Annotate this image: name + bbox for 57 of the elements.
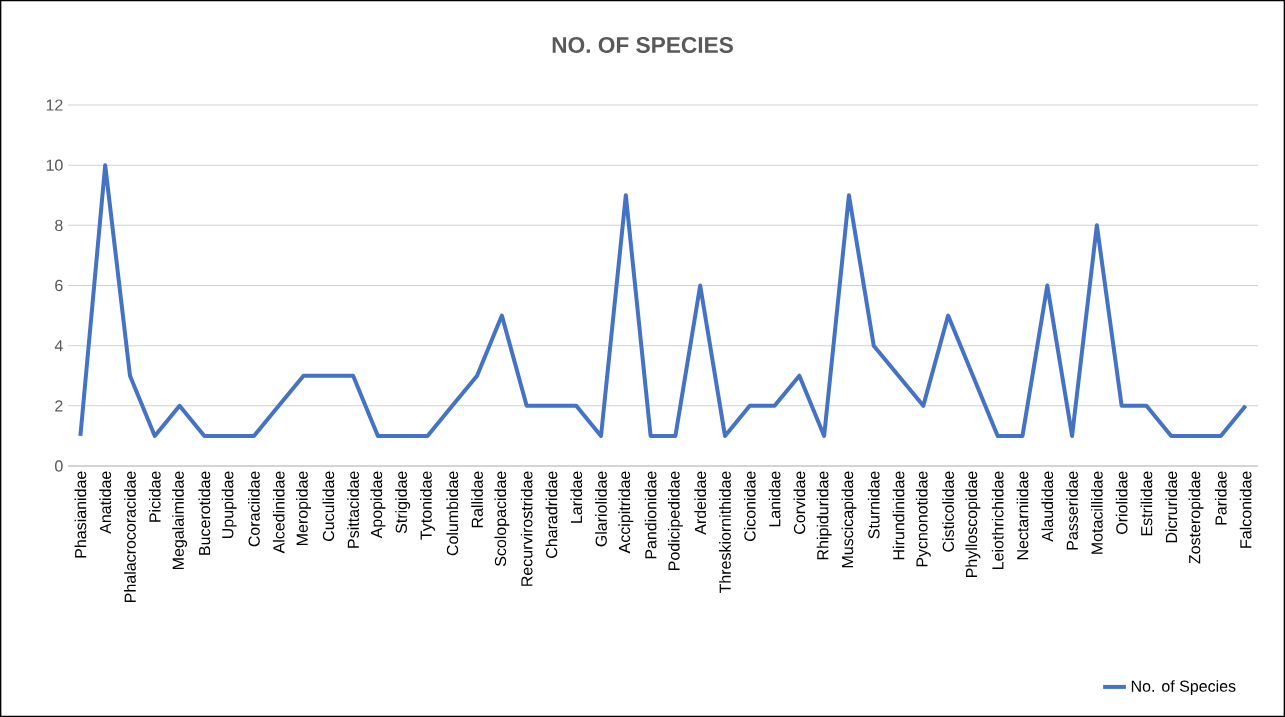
x-tick-label: Glariolidae xyxy=(595,471,607,547)
x-tick-label: Oriolidae xyxy=(1115,471,1128,534)
x-tick-label: Nectarniidae xyxy=(1016,471,1029,560)
x-tick-label: Ciconidae xyxy=(743,471,756,542)
x-tick-label: Muscicapidae xyxy=(841,471,857,568)
y-tick-label: 4 xyxy=(54,340,63,352)
x-tick-label: Apopidae xyxy=(370,471,386,539)
x-tick-label: Cuculidae xyxy=(322,471,335,542)
x-tick-label: Pandionidae xyxy=(644,471,657,559)
x-tick-label: Falconidae xyxy=(1239,471,1252,548)
x-tick-label: Columbidae xyxy=(446,471,459,556)
x-tick-label: Upupidae xyxy=(221,471,237,538)
x-tick-label: Rhipiduridae xyxy=(816,471,832,560)
x-tick-label: Coraciidae xyxy=(248,471,260,547)
x-tick-label: Picidae xyxy=(148,471,161,522)
x-tick-label: Corvidae xyxy=(793,471,806,534)
x-tick-label: Motacillidae xyxy=(1090,471,1103,554)
x-tick-label: Dicruridae xyxy=(1165,471,1178,543)
x-tick-label: Alcedinidae xyxy=(272,471,285,554)
x-tick-label: Podicipedidae xyxy=(667,471,683,570)
x-tick-label: Anatidae xyxy=(99,471,112,534)
y-tick-label: 2 xyxy=(55,400,63,412)
x-tick-label: Accipitridae xyxy=(618,471,634,554)
x-tick-label: Strigidae xyxy=(395,471,411,534)
x-tick-label: Recurvirostridae xyxy=(520,471,533,586)
x-tick-label: Leiothrichidae xyxy=(991,471,1004,570)
x-tick-label: Estrilidae xyxy=(1140,471,1153,536)
x-tick-label: Cisticolidae xyxy=(942,471,954,552)
y-tick-label: 0 xyxy=(55,460,63,472)
x-tick-label: Phasianidae xyxy=(74,471,87,558)
x-tick-label: Laridae xyxy=(570,471,583,523)
x-tick-label: Rallidae xyxy=(471,471,483,528)
x-tick-label: Megalaimidae xyxy=(172,471,188,569)
x-tick-label: Alaudidae xyxy=(1041,471,1054,542)
x-tick-label: Lanidae xyxy=(768,471,781,527)
x-tick-label: Scolopacidae xyxy=(494,471,510,567)
legend-label: No. of Species xyxy=(1131,680,1236,696)
x-tick-label: Sturnidae xyxy=(867,471,880,539)
y-tick-label: 10 xyxy=(46,159,63,171)
chart-title: NO. OF SPECIES xyxy=(552,36,733,54)
y-tick-label: 6 xyxy=(55,279,63,292)
x-tick-label: Zosteropidae xyxy=(1188,471,1204,564)
x-tick-label: Psittacidae xyxy=(347,471,359,548)
x-tick-label: Passeridae xyxy=(1066,471,1078,550)
x-tick-label: Ardeidae xyxy=(694,471,707,535)
x-tick-label: Threskiornithidae xyxy=(719,471,731,594)
y-tick-label: 8 xyxy=(55,219,63,231)
x-tick-label: Paridae xyxy=(1214,471,1227,525)
x-tick-label: Bucerotidae xyxy=(198,471,211,555)
x-tick-label: Phylloscopidae xyxy=(965,471,981,578)
x-tick-label: Phalacrocoracidae xyxy=(124,471,136,602)
x-tick-label: Pycnonotidae xyxy=(915,471,931,567)
x-tick-label: Meropidae xyxy=(296,471,311,545)
x-tick-label: Charadridae xyxy=(545,471,558,558)
x-tick-label: Hirundinidae xyxy=(892,471,905,560)
y-tick-label: 12 xyxy=(46,99,63,111)
x-tick-label: Tytonidae xyxy=(420,471,435,540)
